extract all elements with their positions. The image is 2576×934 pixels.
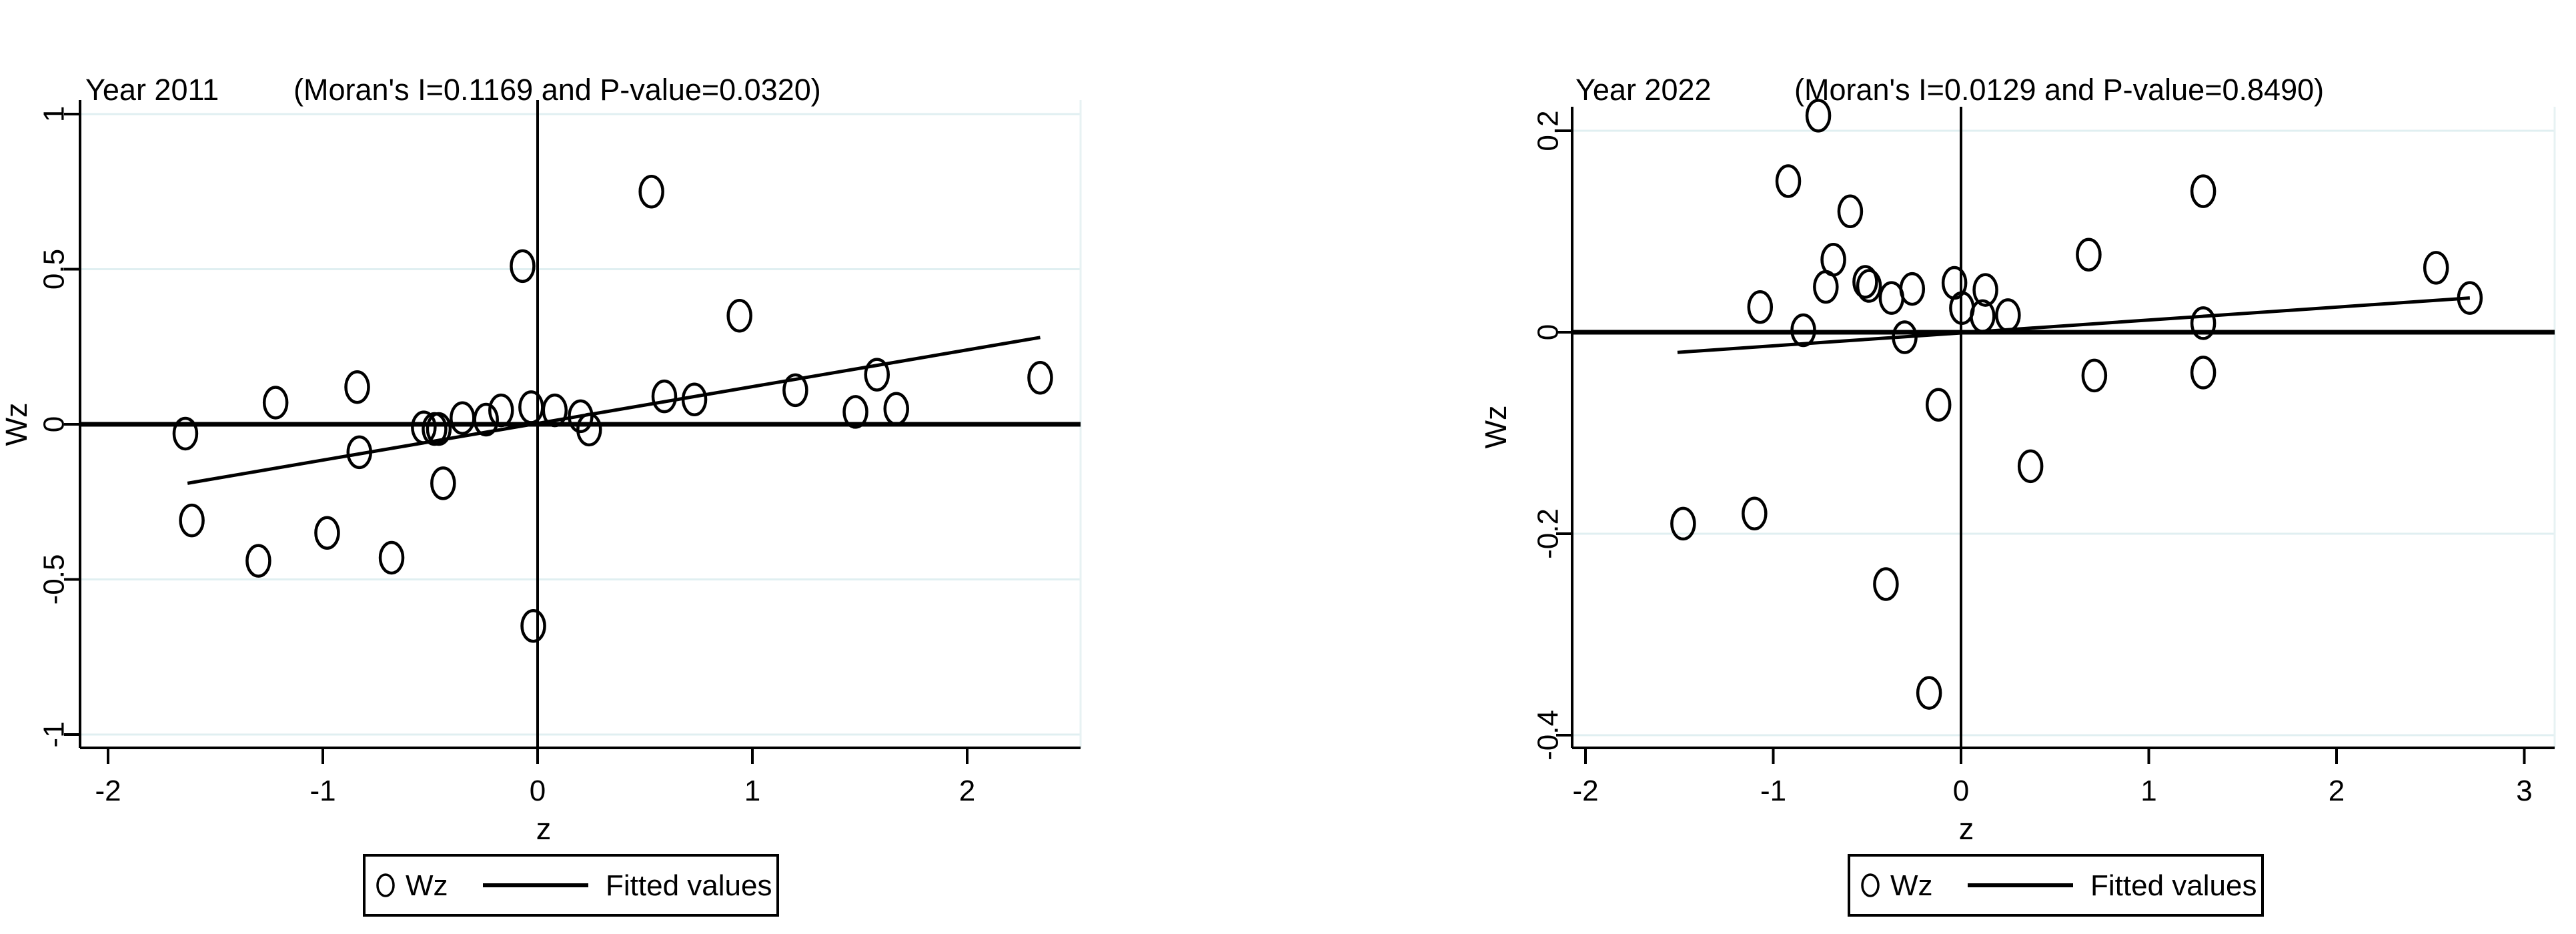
data-point-marker — [473, 402, 499, 437]
y-axis-title: Wz — [1479, 406, 1513, 449]
y-tick-label: 0 — [1531, 324, 1564, 340]
fitted-values-line — [187, 336, 1041, 485]
x-axis-title: z — [1959, 812, 1974, 846]
data-point-marker — [1856, 269, 1882, 303]
data-point-marker — [1747, 290, 1774, 324]
y-tick-label: 0 — [37, 416, 70, 432]
data-point-marker — [1670, 506, 1696, 541]
data-point-marker — [488, 393, 514, 428]
data-point-marker — [782, 373, 808, 408]
plot-title-year: Year 2022 — [1575, 73, 1712, 107]
data-point-marker — [2457, 281, 2483, 315]
data-point-marker — [314, 516, 340, 550]
data-point-marker — [1790, 313, 1816, 348]
data-point-marker — [426, 412, 452, 446]
data-point-marker — [262, 386, 289, 420]
x-axis-title: z — [536, 812, 552, 846]
data-point-marker — [576, 412, 602, 447]
data-point-marker — [638, 175, 664, 209]
y-tick-label: 0.2 — [1531, 110, 1564, 151]
data-point-marker — [430, 466, 456, 500]
x-tick-label: 1 — [744, 775, 760, 807]
data-point-marker — [1916, 676, 1942, 710]
data-point-marker — [518, 390, 544, 424]
x-tick-label: 3 — [2516, 775, 2532, 807]
y-tick-label: -0.4 — [1531, 710, 1564, 761]
data-point-marker — [2190, 356, 2216, 390]
x-tick-label: 1 — [2140, 775, 2156, 807]
x-tick-label: 2 — [2329, 775, 2345, 807]
data-point-marker — [346, 435, 372, 470]
data-point-marker — [1805, 99, 1832, 133]
data-point-marker — [411, 410, 437, 444]
data-point-marker — [1873, 567, 1899, 601]
data-point-marker — [1925, 388, 1952, 422]
data-point-marker — [1970, 299, 1996, 334]
data-point-marker — [378, 540, 405, 575]
data-point-marker — [1995, 298, 2021, 332]
data-point-marker — [842, 395, 868, 429]
legend-label-wz: Wz — [406, 869, 448, 902]
data-point-marker — [520, 609, 546, 643]
circle-marker-icon — [1861, 873, 1880, 897]
data-point-marker — [651, 379, 678, 414]
x-tick-label: 0 — [1953, 775, 1969, 807]
plot-title-moran-stats: (Moran's I=0.1169 and P-value=0.0320) — [293, 73, 821, 107]
data-point-marker — [542, 393, 568, 428]
data-point-marker — [2190, 306, 2216, 340]
data-point-marker — [883, 392, 909, 426]
y-tick-label: -0.2 — [1531, 508, 1564, 559]
data-point-marker — [2017, 449, 2044, 484]
data-point-marker — [450, 401, 476, 435]
data-point-marker — [245, 544, 271, 578]
data-point-marker — [344, 370, 370, 404]
data-point-marker — [726, 299, 752, 333]
x-tick-label: -2 — [95, 775, 121, 807]
data-point-marker — [1775, 164, 1802, 198]
data-point-marker — [179, 503, 205, 538]
plot-title-year: Year 2011 — [85, 73, 219, 107]
y-axis-title: Wz — [0, 403, 33, 446]
data-point-marker — [1972, 273, 1998, 307]
data-point-marker — [1837, 194, 1864, 229]
data-point-marker — [1742, 496, 1768, 531]
data-point-marker — [1899, 272, 1926, 306]
data-point-marker — [2423, 251, 2449, 285]
data-point-marker — [681, 382, 708, 417]
data-point-marker — [172, 416, 199, 451]
data-point-marker — [2190, 174, 2216, 208]
data-point-marker — [1820, 243, 1846, 277]
legend-label-fitted-values: Fitted values — [606, 869, 772, 902]
data-point-marker — [1892, 320, 1918, 354]
legend-label-wz: Wz — [1890, 869, 1933, 902]
data-point-marker — [2076, 238, 2102, 272]
y-tick-label: 1 — [37, 106, 70, 122]
y-tick-label: 0.5 — [37, 249, 70, 290]
data-point-marker — [1027, 361, 1053, 395]
legend-label-fitted-values: Fitted values — [2090, 869, 2257, 902]
data-point-marker — [864, 358, 890, 392]
x-tick-label: -1 — [1760, 775, 1786, 807]
data-point-marker — [510, 249, 536, 284]
data-point-marker — [2081, 358, 2108, 393]
y-tick-label: -0.5 — [37, 554, 70, 605]
x-tick-label: -1 — [309, 775, 336, 807]
data-point-marker — [1852, 265, 1878, 299]
plot-title-moran-stats: (Moran's I=0.0129 and P-value=0.8490) — [1794, 73, 2324, 107]
x-tick-label: 0 — [530, 775, 546, 807]
circle-marker-icon — [376, 873, 395, 897]
x-tick-label: 2 — [959, 775, 975, 807]
x-tick-label: -2 — [1572, 775, 1598, 807]
y-tick-label: -1 — [37, 721, 70, 747]
